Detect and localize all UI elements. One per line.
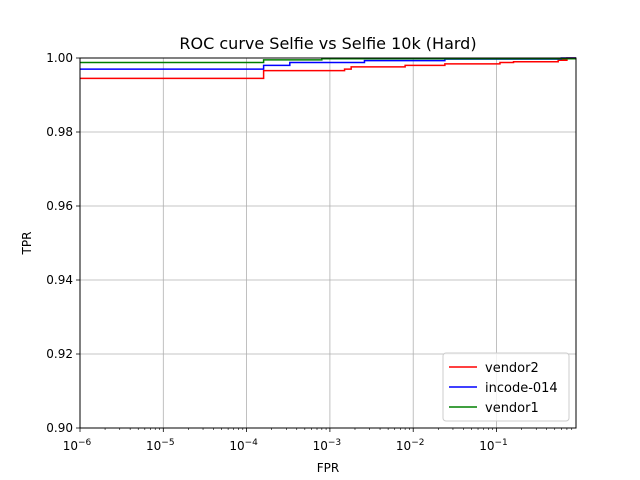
legend-label: incode-014 [485, 381, 558, 396]
x-tick-exponent: −1 [495, 438, 508, 448]
x-tick-exponent: −2 [411, 438, 424, 448]
x-tick-base: 10 [146, 439, 161, 453]
grid-lines [79, 57, 576, 429]
x-tick-base: 10 [313, 439, 328, 453]
y-tick-label: 0.92 [46, 347, 73, 361]
x-tick-exponent: −5 [161, 438, 174, 448]
y-tick-label: 0.98 [46, 125, 73, 139]
series-layer [80, 57, 576, 80]
x-tick-label: 10−2 [396, 438, 425, 453]
x-axis-ticks: 10−6 10−5 10−4 10−3 10−2 10−1 [63, 428, 573, 453]
x-tick-label: 10−6 [63, 438, 92, 453]
legend-label: vendor2 [485, 361, 539, 376]
x-tick-label: 10−4 [229, 438, 258, 453]
x-tick-base: 10 [396, 439, 411, 453]
legend-box [442, 352, 570, 422]
chart-title: ROC curve Selfie vs Selfie 10k (Hard) [179, 34, 476, 53]
y-tick-label: 1.00 [46, 51, 73, 65]
series-line-vendor2 [80, 57, 576, 80]
series-line-vendor1 [80, 57, 576, 64]
x-tick-exponent: −6 [78, 438, 92, 448]
y-tick-label: 0.96 [46, 199, 73, 213]
x-tick-base: 10 [229, 439, 244, 453]
x-axis-label: FPR [317, 461, 339, 475]
plot-frame [79, 57, 577, 429]
x-tick-label: 10−3 [313, 438, 342, 453]
legend: vendor2 incode-014 vendor1 [442, 352, 570, 422]
x-tick-label: 10−1 [479, 438, 508, 453]
x-tick-exponent: −3 [328, 438, 341, 448]
x-tick-label: 10−5 [146, 438, 175, 453]
y-tick-label: 0.94 [46, 273, 73, 287]
legend-label: vendor1 [485, 401, 539, 416]
x-tick-base: 10 [63, 439, 78, 453]
y-axis-label: TPR [20, 232, 34, 256]
x-tick-base: 10 [479, 439, 494, 453]
y-axis-ticks: 0.90 0.92 0.94 0.96 0.98 1.00 [46, 51, 80, 435]
y-tick-label: 0.90 [46, 421, 73, 435]
x-tick-exponent: −4 [245, 438, 259, 448]
